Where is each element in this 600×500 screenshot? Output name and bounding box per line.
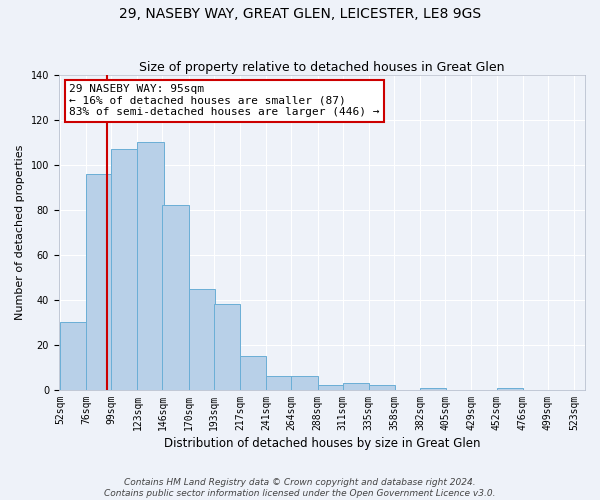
Text: 29, NASEBY WAY, GREAT GLEN, LEICESTER, LE8 9GS: 29, NASEBY WAY, GREAT GLEN, LEICESTER, L… xyxy=(119,8,481,22)
Bar xyxy=(111,149,137,390)
Bar xyxy=(188,288,215,390)
Bar xyxy=(163,205,188,390)
Bar xyxy=(292,376,317,390)
Bar xyxy=(214,304,240,390)
Bar xyxy=(343,383,369,390)
Bar xyxy=(317,386,344,390)
Bar xyxy=(420,388,446,390)
Bar xyxy=(60,322,86,390)
Bar xyxy=(266,376,292,390)
Bar xyxy=(497,388,523,390)
Bar xyxy=(369,386,395,390)
Bar xyxy=(137,142,164,390)
Y-axis label: Number of detached properties: Number of detached properties xyxy=(15,144,25,320)
Title: Size of property relative to detached houses in Great Glen: Size of property relative to detached ho… xyxy=(139,62,505,74)
Bar xyxy=(86,174,112,390)
Text: 29 NASEBY WAY: 95sqm
← 16% of detached houses are smaller (87)
83% of semi-detac: 29 NASEBY WAY: 95sqm ← 16% of detached h… xyxy=(70,84,380,117)
Bar xyxy=(240,356,266,390)
Text: Contains HM Land Registry data © Crown copyright and database right 2024.
Contai: Contains HM Land Registry data © Crown c… xyxy=(104,478,496,498)
X-axis label: Distribution of detached houses by size in Great Glen: Distribution of detached houses by size … xyxy=(164,437,480,450)
